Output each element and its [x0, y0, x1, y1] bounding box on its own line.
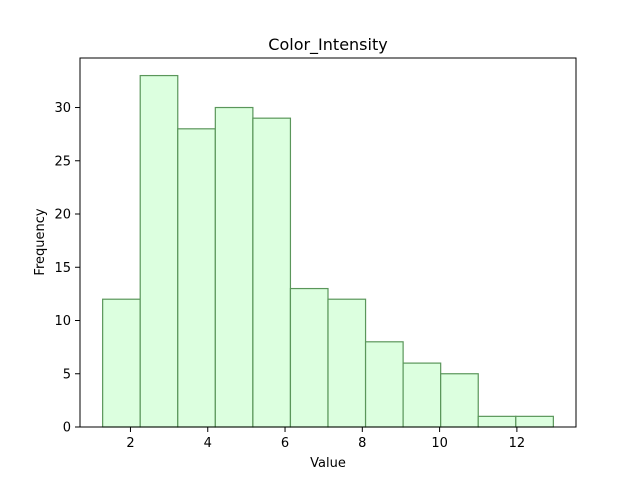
- y-axis: 0 5 10 15 20 25 30: [54, 101, 80, 436]
- histogram-bar: [364, 341, 404, 428]
- x-tick-label: 2: [126, 436, 134, 451]
- histogram-bar: [327, 298, 367, 428]
- x-tick-label: 6: [281, 436, 289, 451]
- y-tick-label: 20: [54, 208, 71, 223]
- x-axis: 2 4 6 8 10 12: [126, 427, 525, 451]
- histogram-bar: [214, 106, 254, 428]
- x-tick-label: 4: [204, 436, 212, 451]
- y-tick-label: 15: [54, 261, 71, 276]
- histogram-bar: [139, 74, 179, 428]
- histogram-bar: [402, 362, 442, 428]
- histogram-bar: [289, 287, 329, 428]
- y-tick-label: 5: [63, 367, 71, 382]
- y-tick-label: 0: [63, 421, 71, 436]
- y-axis-label: Frequency: [33, 208, 48, 275]
- plot-frame: [79, 57, 577, 428]
- histogram-bar: [102, 298, 141, 428]
- histogram-bar: [177, 128, 216, 428]
- chart-title: Color_Intensity: [268, 35, 387, 55]
- histogram-bar: [440, 373, 479, 428]
- histogram-bar: [252, 117, 292, 428]
- x-tick-label: 8: [358, 436, 366, 451]
- x-tick-label: 12: [509, 436, 526, 451]
- x-tick-label: 10: [431, 436, 448, 451]
- y-tick-label: 30: [54, 101, 71, 116]
- histogram-bar: [477, 415, 517, 428]
- histogram-bar: [515, 415, 554, 428]
- y-tick-label: 25: [54, 154, 71, 169]
- x-axis-label: Value: [310, 456, 346, 471]
- y-tick-label: 10: [54, 314, 71, 329]
- bars-group: [102, 74, 554, 428]
